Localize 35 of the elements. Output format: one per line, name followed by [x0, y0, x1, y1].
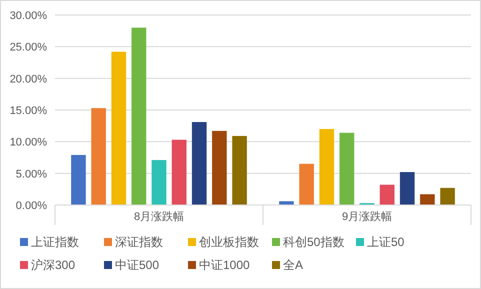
y-tick-label: 0.00%: [16, 200, 48, 212]
legend-label: 中证1000: [199, 258, 250, 272]
bar: [400, 172, 415, 205]
y-tick-label: 15.00%: [10, 105, 48, 117]
x-tick-label: 9月涨跌幅: [342, 211, 392, 223]
legend-label: 深证指数: [115, 235, 163, 249]
legend-label: 上证50: [367, 235, 405, 249]
bar: [299, 164, 314, 205]
legend-label: 上证指数: [31, 235, 79, 249]
bar: [192, 122, 207, 205]
bar: [232, 136, 247, 205]
bar: [132, 28, 146, 205]
bar: [111, 52, 126, 205]
bar: [380, 184, 394, 205]
bar: [91, 108, 106, 205]
bar: [319, 129, 334, 205]
bar: [71, 154, 86, 205]
bar: [420, 194, 435, 205]
bar: [440, 188, 455, 205]
x-tick-label: 8月涨跌幅: [134, 211, 184, 223]
legend-label: 沪深300: [31, 258, 76, 272]
y-tick-label: 5.00%: [16, 168, 48, 180]
legend-label: 全A: [283, 258, 304, 272]
bar: [212, 130, 227, 205]
y-tick-label: 30.00%: [10, 10, 48, 22]
legend-label: 中证500: [115, 258, 160, 272]
y-tick-label: 20.00%: [10, 73, 48, 86]
bar: [279, 201, 294, 205]
bar: [340, 132, 354, 205]
legend-label: 创业板指数: [199, 235, 259, 249]
bar: [152, 160, 166, 205]
y-tick-label: 10.00%: [10, 136, 48, 149]
bar: [172, 140, 186, 205]
y-tick-label: 25.00%: [10, 42, 48, 54]
legend-label: 科创50指数: [283, 235, 344, 249]
